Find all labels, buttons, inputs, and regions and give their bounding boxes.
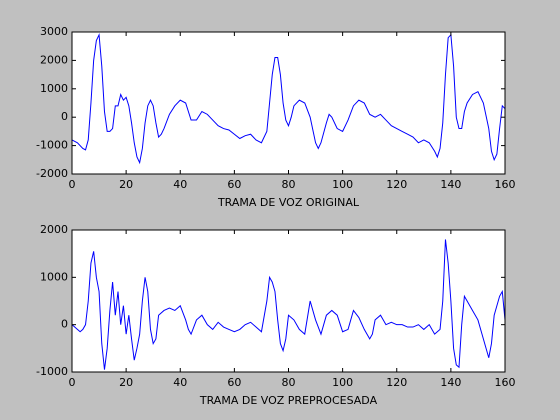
x-tick-label: 160 bbox=[495, 178, 516, 191]
y-tick-label: 0 bbox=[61, 110, 68, 123]
x-tick-label: 40 bbox=[173, 178, 187, 191]
y-tick-label: -2000 bbox=[36, 167, 68, 180]
y-tick-label: 1000 bbox=[40, 270, 68, 283]
x-tick-label: 80 bbox=[282, 376, 296, 389]
x-tick-label: 60 bbox=[227, 376, 241, 389]
axes bbox=[72, 32, 505, 174]
x-axis-label: TRAMA DE VOZ PREPROCESADA bbox=[199, 394, 378, 407]
x-tick-label: 100 bbox=[332, 178, 353, 191]
x-tick-label: 20 bbox=[119, 178, 133, 191]
x-tick-label: 0 bbox=[69, 376, 76, 389]
signal-line bbox=[71, 32, 506, 165]
x-tick-label: 20 bbox=[119, 376, 133, 389]
x-tick-label: 100 bbox=[332, 376, 353, 389]
x-tick-label: 40 bbox=[173, 376, 187, 389]
signal-line bbox=[71, 239, 506, 370]
y-tick-label: 1000 bbox=[40, 82, 68, 95]
x-tick-label: 60 bbox=[227, 178, 241, 191]
y-tick-label: 0 bbox=[61, 318, 68, 331]
x-axis-label: TRAMA DE VOZ ORIGINAL bbox=[217, 196, 360, 209]
x-tick-label: 0 bbox=[69, 178, 76, 191]
x-tick-label: 160 bbox=[495, 376, 516, 389]
x-tick-label: 120 bbox=[386, 178, 407, 191]
x-tick-label: 120 bbox=[386, 376, 407, 389]
x-tick-label: 140 bbox=[440, 376, 461, 389]
x-tick-label: 140 bbox=[440, 178, 461, 191]
y-tick-label: -1000 bbox=[36, 139, 68, 152]
y-tick-label: 2000 bbox=[40, 223, 68, 236]
x-tick-label: 80 bbox=[282, 178, 296, 191]
y-tick-label: -1000 bbox=[36, 365, 68, 378]
y-tick-label: 2000 bbox=[40, 53, 68, 66]
y-tick-label: 3000 bbox=[40, 25, 68, 38]
axes bbox=[72, 230, 505, 372]
